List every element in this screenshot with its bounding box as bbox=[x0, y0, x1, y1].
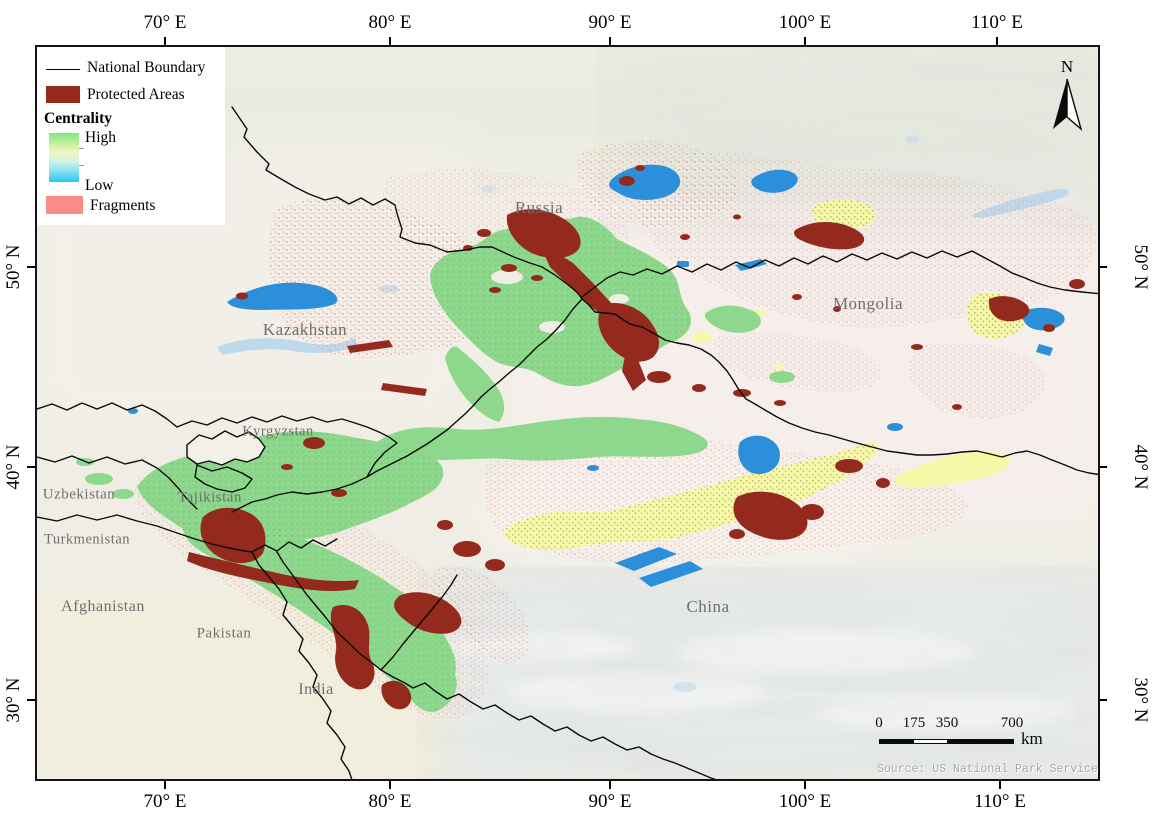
centrality-high-layer bbox=[76, 216, 795, 712]
scale-tick-175: 175 bbox=[902, 715, 926, 731]
lat-tick bbox=[1098, 466, 1107, 468]
north-label: N bbox=[1060, 57, 1074, 76]
scale-tick-0: 0 bbox=[875, 715, 883, 731]
lon-label-bottom-100e: 100° E bbox=[778, 791, 832, 812]
north-arrow-icon bbox=[1053, 78, 1083, 132]
lon-label-bottom-80e: 80° E bbox=[368, 791, 412, 812]
legend-label-national-boundary: National Boundary bbox=[87, 59, 206, 76]
country-label-turkmenistan: Turkmenistan bbox=[43, 531, 131, 548]
map-canvas: Russia Kazakhstan Mongolia Kyrgyzstan Uz… bbox=[35, 45, 1100, 781]
country-label-pakistan: Pakistan bbox=[196, 625, 252, 642]
lon-tick bbox=[804, 780, 806, 789]
scale-tick-350: 350 bbox=[935, 715, 959, 731]
lon-tick bbox=[609, 37, 611, 46]
north-arrow: N bbox=[1037, 57, 1097, 147]
scale-tick-700: 700 bbox=[1000, 715, 1024, 731]
legend-title-centrality: Centrality bbox=[44, 110, 113, 127]
legend-label-protected-areas: Protected Areas bbox=[87, 86, 185, 103]
boundaries-layer bbox=[37, 106, 1098, 779]
lon-label-bottom-110e: 110° E bbox=[974, 791, 1026, 812]
protected-areas-swatch bbox=[46, 86, 80, 103]
lon-tick bbox=[804, 37, 806, 46]
centrality-gradient-ramp bbox=[49, 133, 79, 182]
lat-label-right-50n: 50° N bbox=[1130, 244, 1151, 290]
lon-tick bbox=[389, 780, 391, 789]
lat-tick bbox=[27, 266, 36, 268]
country-label-russia: Russia bbox=[514, 198, 564, 217]
lon-label-bottom-70e: 70° E bbox=[143, 791, 187, 812]
country-label-kazakhstan: Kazakhstan bbox=[262, 320, 348, 339]
country-label-afghanistan: Afghanistan bbox=[61, 598, 145, 615]
lon-tick bbox=[609, 780, 611, 789]
lon-tick bbox=[996, 37, 998, 46]
lon-tick bbox=[164, 780, 166, 789]
scale-unit: km bbox=[1021, 729, 1043, 748]
lon-tick bbox=[389, 37, 391, 46]
lat-tick bbox=[1098, 699, 1107, 701]
scale-bar: 0 175 350 700 km bbox=[869, 709, 1098, 769]
gradient-tick bbox=[79, 165, 84, 166]
legend-label-high: High bbox=[85, 129, 116, 146]
lon-tick bbox=[164, 37, 166, 46]
lon-label-bottom-90e: 90° E bbox=[588, 791, 632, 812]
gradient-tick bbox=[79, 148, 84, 149]
country-label-mongolia: Mongolia bbox=[832, 294, 904, 313]
lat-label-right-30n: 30° N bbox=[1130, 677, 1151, 723]
lat-tick bbox=[1098, 266, 1107, 268]
national-boundary-line-swatch bbox=[46, 69, 80, 70]
lat-label-left-50n: 50° N bbox=[3, 244, 24, 290]
country-label-kyrgyzstan: Kyrgyzstan bbox=[242, 423, 314, 440]
fragments-swatch bbox=[46, 196, 83, 214]
lat-label-left-30n: 30° N bbox=[3, 677, 24, 723]
lat-tick bbox=[27, 466, 36, 468]
lon-tick bbox=[999, 780, 1001, 789]
lon-label-top-80e: 80° E bbox=[368, 12, 412, 33]
country-label-uzbekistan: Uzbekistan bbox=[42, 486, 116, 503]
centrality-low-layer bbox=[128, 164, 1065, 587]
lon-label-top-70e: 70° E bbox=[143, 12, 187, 33]
centrality-mid-layer bbox=[504, 199, 1026, 550]
country-label-tajikistan: Tajikistan bbox=[178, 489, 242, 506]
lat-tick bbox=[27, 699, 36, 701]
source-attribution: Source: US National Park Service bbox=[877, 763, 1098, 776]
legend-label-low: Low bbox=[85, 177, 114, 194]
lat-label-right-40n: 40° N bbox=[1130, 444, 1151, 490]
legend: National Boundary Protected Areas Centra… bbox=[37, 47, 225, 225]
map-svg bbox=[37, 47, 1098, 779]
scale-bar-rule bbox=[879, 739, 1014, 744]
country-label-china: China bbox=[686, 597, 730, 616]
protected-areas-layer bbox=[187, 165, 1085, 710]
scale-bar-segment bbox=[914, 739, 947, 744]
lat-label-left-40n: 40° N bbox=[3, 444, 24, 490]
lon-label-top-110e: 110° E bbox=[971, 12, 1023, 33]
lon-label-top-90e: 90° E bbox=[588, 12, 632, 33]
legend-label-fragments: Fragments bbox=[90, 197, 156, 214]
country-label-india: India bbox=[298, 681, 334, 698]
lon-label-top-100e: 100° E bbox=[778, 12, 832, 33]
